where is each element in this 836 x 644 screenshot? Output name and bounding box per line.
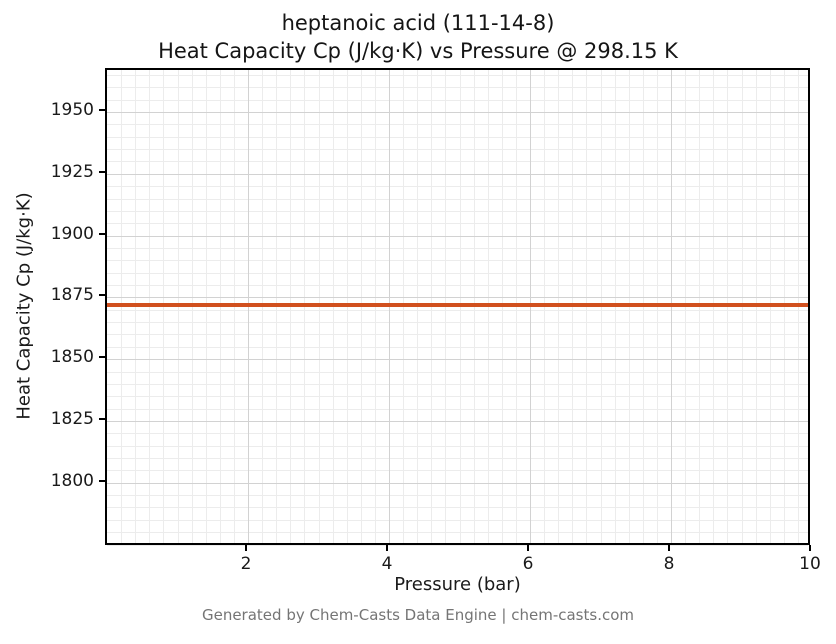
y-minor-gridline [107,433,808,435]
y-minor-gridline [107,235,808,237]
y-minor-gridline [107,260,808,262]
y-minor-gridline [107,458,808,460]
y-minor-gridline [107,322,808,324]
y-major-gridline [107,235,808,237]
y-minor-gridline [107,532,808,534]
y-major-gridline [107,297,808,299]
y-minor-gridline [107,198,808,200]
x-tick-mark [668,545,670,551]
y-minor-gridline [107,149,808,151]
y-minor-gridline [107,112,808,113]
y-minor-gridline [107,309,808,311]
y-tick-label: 1900 [50,223,94,244]
y-major-gridline [107,112,808,113]
x-tick-mark [527,545,529,551]
y-tick-label: 1950 [50,100,94,120]
y-major-gridline [107,173,808,175]
y-minor-gridline [107,74,808,76]
y-minor-gridline [107,396,808,398]
y-major-gridline [107,420,808,422]
x-tick-label: 8 [663,554,675,574]
y-minor-gridline [107,124,808,126]
y-tick-label: 1925 [50,161,94,182]
y-minor-gridline [107,507,808,509]
y-minor-gridline [107,99,808,101]
y-minor-gridline [107,334,808,336]
y-major-gridline [107,359,808,361]
chart-title-line-2: Heat Capacity Cp (J/kg·K) vs Pressure @ … [158,39,678,63]
y-minor-gridline [107,272,808,274]
y-minor-gridline [107,297,808,299]
y-tick-mark [99,170,105,173]
y-minor-gridline [107,519,808,521]
footer-attribution: Generated by Chem-Casts Data Engine | ch… [201,606,635,624]
y-minor-gridline [107,223,808,225]
y-minor-gridline [107,210,808,212]
y-minor-gridline [107,285,808,287]
y-tick-label: 1800 [50,470,94,491]
y-minor-gridline [107,186,808,188]
x-tick-mark [809,545,811,551]
x-tick-mark [245,545,247,551]
x-tick-label: 6 [522,554,534,574]
y-axis-label: Heat Capacity Cp (J/kg·K) [13,192,35,420]
data-series-line [107,302,808,307]
y-tick-label: 1875 [50,285,94,306]
y-minor-gridline [107,544,808,546]
x-tick-label: 10 [799,554,821,574]
y-minor-gridline [107,173,808,175]
y-minor-gridline [107,136,808,138]
y-tick-mark [99,109,105,111]
y-tick-label: 1825 [50,408,94,429]
x-axis-label: Pressure (bar) [394,574,521,595]
y-tick-mark [99,232,105,235]
y-tick-mark [99,356,105,359]
x-tick-mark [386,545,388,551]
y-minor-gridline [107,87,808,89]
y-minor-gridline [107,359,808,361]
y-tick-mark [99,417,105,420]
x-tick-label: 4 [381,554,393,574]
y-minor-gridline [107,495,808,497]
y-minor-gridline [107,383,808,385]
x-tick-label: 2 [240,554,252,574]
plot-area [105,68,810,546]
y-minor-gridline [107,445,808,447]
y-minor-gridline [107,371,808,373]
chart-title-line-1: heptanoic acid (111-14-8) [281,11,555,35]
y-tick-mark [99,479,105,482]
y-tick-mark [99,294,105,297]
y-minor-gridline [107,247,808,249]
y-minor-gridline [107,161,808,163]
y-major-gridline [107,482,808,484]
y-minor-gridline [107,346,808,348]
y-minor-gridline [107,420,808,422]
y-tick-label: 1850 [50,347,94,368]
y-minor-gridline [107,470,808,472]
y-minor-gridline [107,482,808,484]
y-minor-gridline [107,408,808,410]
